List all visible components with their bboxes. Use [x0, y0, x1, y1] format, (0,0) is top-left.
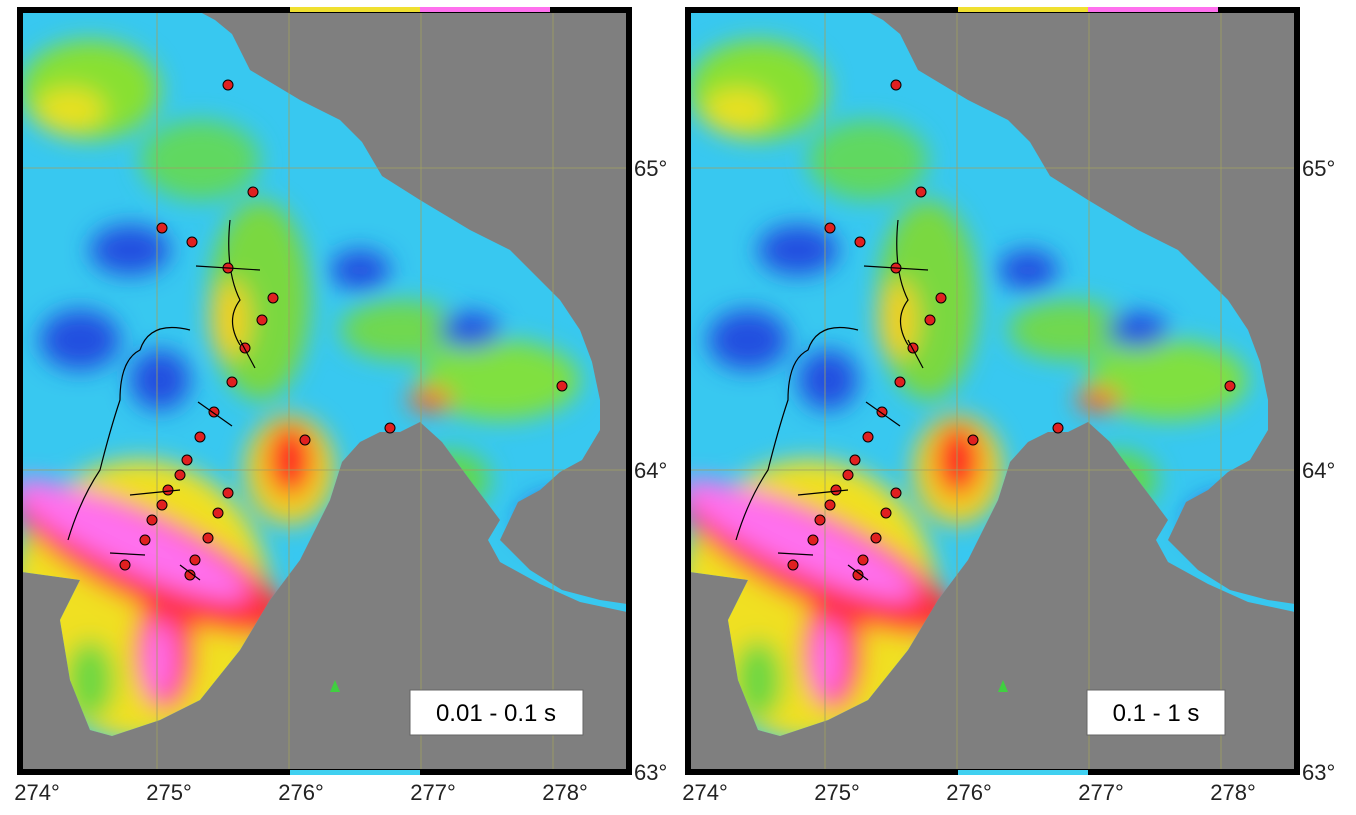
- lat-tick-label: 63°: [1302, 760, 1335, 785]
- label-box: [1086, 689, 1226, 736]
- lon-tick-label: 276°: [278, 780, 324, 805]
- lon-tick-label: 275°: [814, 780, 860, 805]
- lon-tick-label: 276°: [946, 780, 992, 805]
- lon-tick-label: 278°: [1210, 780, 1256, 805]
- lat-tick-label: 64°: [1302, 458, 1335, 483]
- panel: 0.1 - 1 s: [663, 7, 1297, 775]
- lat-tick-label: 63°: [634, 760, 667, 785]
- lon-tick-label: 277°: [410, 780, 456, 805]
- panel-label: 0.01 - 0.1 s: [436, 700, 556, 727]
- lat-tick-label: 65°: [1302, 156, 1335, 181]
- lon-tick-label: 274°: [14, 780, 60, 805]
- lat-tick-label: 65°: [634, 156, 667, 181]
- map: [0, 7, 629, 775]
- lon-tick-label: 277°: [1078, 780, 1124, 805]
- lat-tick-label: 64°: [634, 458, 667, 483]
- lon-tick-label: 274°: [682, 780, 728, 805]
- label-box: [409, 689, 584, 736]
- panel-label: 0.1 - 1 s: [1113, 700, 1200, 727]
- lon-tick-label: 275°: [146, 780, 192, 805]
- panel: 0.01 - 0.1 s: [0, 7, 629, 775]
- lon-tick-label: 278°: [542, 780, 588, 805]
- map: [663, 7, 1297, 775]
